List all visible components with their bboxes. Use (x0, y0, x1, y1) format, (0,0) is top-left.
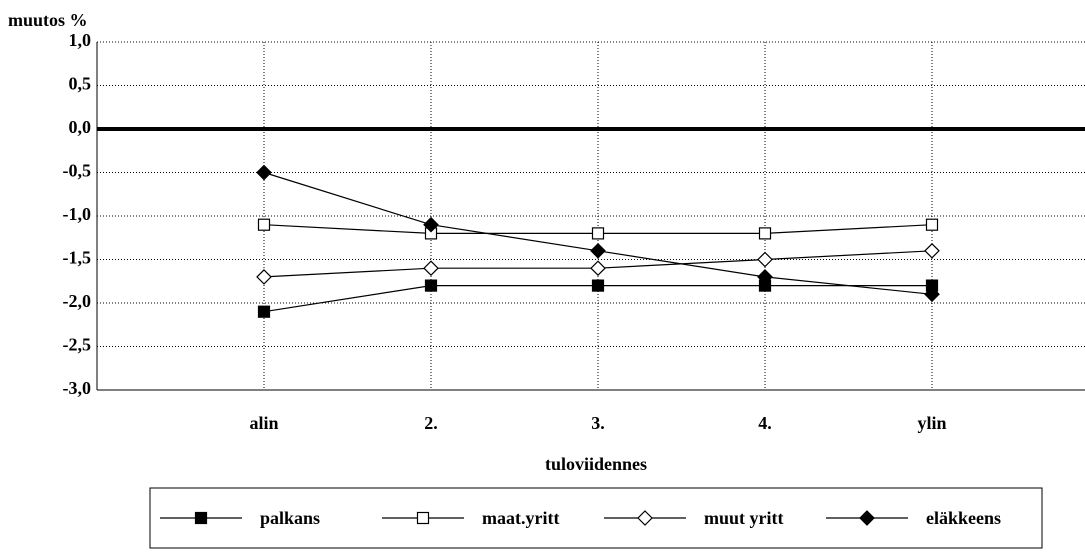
x-tick-label: 3. (591, 413, 605, 433)
marker (591, 227, 605, 240)
legend-marker (194, 511, 208, 525)
marker (591, 279, 605, 292)
legend-marker (859, 510, 875, 526)
x-tick-label: alin (249, 413, 278, 433)
marker (757, 269, 773, 285)
legend-label: maat.yritt (482, 508, 559, 528)
legend-label: palkans (260, 508, 320, 528)
legend-label: eläkkeens (926, 508, 1001, 528)
marker (924, 286, 940, 303)
x-tick-label: 4. (758, 413, 772, 433)
x-axis-label: tuloviidennes (545, 454, 647, 474)
y-tick-label: -1,5 (63, 248, 92, 268)
y-tick-label: -2,5 (63, 335, 92, 355)
y-tick-label: 0,5 (69, 74, 92, 94)
y-tick-label: 0,0 (69, 117, 92, 137)
marker (423, 216, 439, 233)
marker (423, 260, 439, 277)
y-tick-label: 1,0 (69, 30, 92, 50)
marker (924, 242, 940, 259)
legend-label: muut yritt (704, 508, 784, 528)
marker (757, 251, 773, 268)
marker (256, 269, 272, 285)
y-tick-label: -2,0 (63, 291, 92, 311)
marker (256, 164, 272, 181)
legend-marker (416, 511, 430, 525)
marker (590, 242, 606, 259)
y-axis-label: muutos % (8, 10, 88, 30)
y-tick-label: -3,0 (63, 378, 92, 398)
legend-marker (637, 510, 653, 526)
x-tick-label: ylin (917, 413, 946, 433)
marker (257, 305, 271, 318)
marker (590, 260, 606, 277)
y-tick-label: -0,5 (63, 161, 92, 181)
x-tick-label: 2. (424, 413, 438, 433)
legend-box (149, 487, 1043, 549)
y-tick-label: -1,0 (63, 204, 92, 224)
marker (257, 218, 271, 231)
marker (758, 227, 772, 240)
marker (925, 218, 939, 231)
marker (424, 279, 438, 292)
